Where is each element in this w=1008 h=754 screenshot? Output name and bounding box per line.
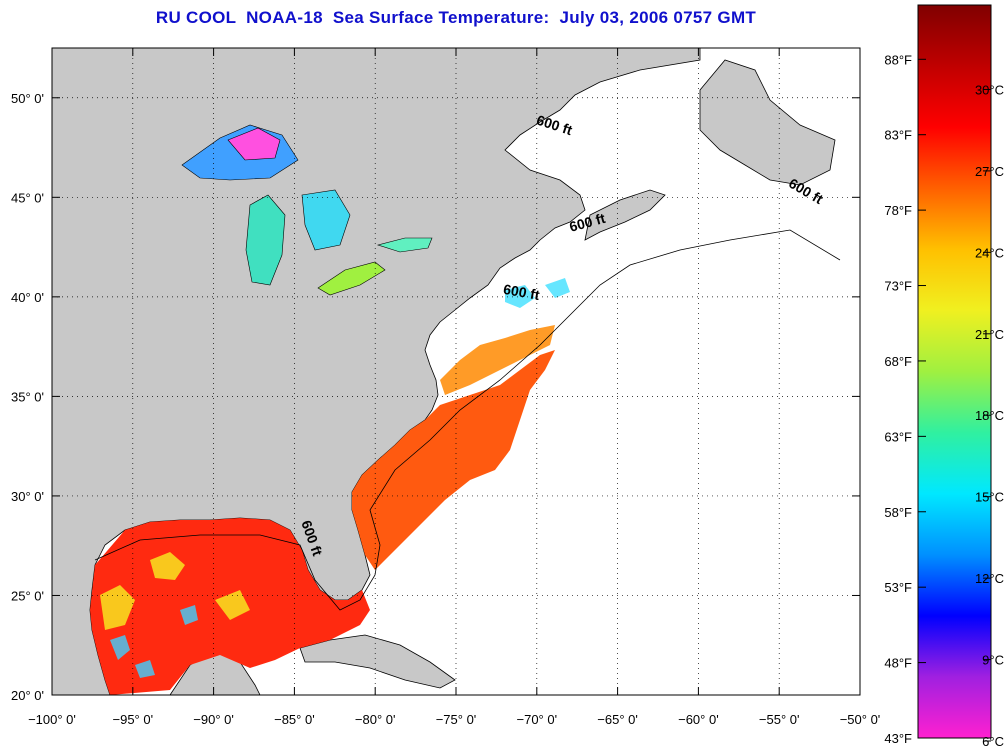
- colorbar-f-label: 63°F: [884, 429, 912, 444]
- colorbar-f-label: 88°F: [884, 52, 912, 67]
- colorbar-labels: 43°F 48°F 53°F 58°F 63°F 68°F 73°F 78°F 83°F 88°F…: [884, 52, 1004, 749]
- x-tick-label: −100° 0': [28, 712, 76, 727]
- lake-ontario: [376, 237, 433, 253]
- colorbar-c-label: 9°C: [982, 653, 1004, 668]
- colorbar-f-label: 78°F: [884, 203, 912, 218]
- colorbar-f-label: 48°F: [884, 656, 912, 671]
- map-title: RU COOL NOAA-18 Sea Surface Temperature:…: [155, 8, 757, 27]
- y-tick-label: 45° 0': [11, 190, 44, 205]
- lake-superior-cold: [227, 127, 281, 161]
- colorbar-c-label: 21°C: [975, 327, 1004, 342]
- x-tick-label: −90° 0': [193, 712, 234, 727]
- land-cuba: [299, 634, 456, 689]
- lake-erie: [317, 261, 386, 296]
- y-tick-label: 35° 0': [11, 389, 44, 404]
- colorbar-c-label: 18°C: [975, 408, 1004, 423]
- y-tick-label: 25° 0': [11, 588, 44, 603]
- colorbar-c-label: 15°C: [975, 490, 1004, 505]
- colorbar-c-label: 27°C: [975, 164, 1004, 179]
- y-tick-label: 20° 0': [11, 688, 44, 703]
- x-tick-label: −60° 0': [678, 712, 719, 727]
- x-tick-label: −55° 0': [759, 712, 800, 727]
- colorbar-c-label: 12°C: [975, 571, 1004, 586]
- x-axis: −100° 0' −95° 0' −90° 0' −85° 0' −80° 0' −75°…: [28, 48, 880, 727]
- sst-atlantic-southeast: [352, 350, 555, 570]
- colorbar-f-label: 58°F: [884, 505, 912, 520]
- contour-600ft: [94, 229, 841, 611]
- x-tick-label: −80° 0': [355, 712, 396, 727]
- colorbar-f-label: 68°F: [884, 354, 912, 369]
- land-newfoundland: [699, 59, 836, 186]
- x-tick-label: −65° 0': [597, 712, 638, 727]
- great-lakes: [181, 124, 433, 296]
- sst-gulf-cool-patches: [110, 605, 198, 678]
- x-tick-label: −75° 0': [436, 712, 477, 727]
- contour-label-600ft: 600 ft: [502, 281, 541, 303]
- lake-michigan: [245, 194, 286, 286]
- colorbar-c-label: 30°C: [975, 82, 1004, 97]
- colorbar-f-label: 53°F: [884, 580, 912, 595]
- colorbar-f-label: 43°F: [884, 731, 912, 746]
- lake-huron: [301, 189, 351, 251]
- y-tick-label: 40° 0': [11, 290, 44, 305]
- colorbar-c-label: 6°C: [982, 734, 1004, 749]
- x-tick-label: −85° 0': [274, 712, 315, 727]
- x-tick-label: −70° 0': [517, 712, 558, 727]
- colorbar-c-label: 24°C: [975, 245, 1004, 260]
- land-nova-scotia: [584, 189, 666, 241]
- y-tick-label: 50° 0': [11, 91, 44, 106]
- x-tick-label: −95° 0': [113, 712, 154, 727]
- colorbar-f-label: 83°F: [884, 128, 912, 143]
- colorbar-f-label: 73°F: [884, 279, 912, 294]
- x-tick-label: −50° 0': [840, 712, 881, 727]
- sst-gulf-of-maine-patches: [505, 278, 570, 308]
- sst-ocean-data: [90, 278, 570, 695]
- sst-atlantic-midatlantic: [440, 325, 555, 395]
- y-tick-label: 30° 0': [11, 489, 44, 504]
- y-axis: 20° 0' 25° 0' 30° 0' 35° 0' 40° 0' 45° 0' 50° …: [11, 91, 860, 703]
- sst-gulf-west-patches: [100, 552, 250, 630]
- colorbar: [917, 4, 992, 739]
